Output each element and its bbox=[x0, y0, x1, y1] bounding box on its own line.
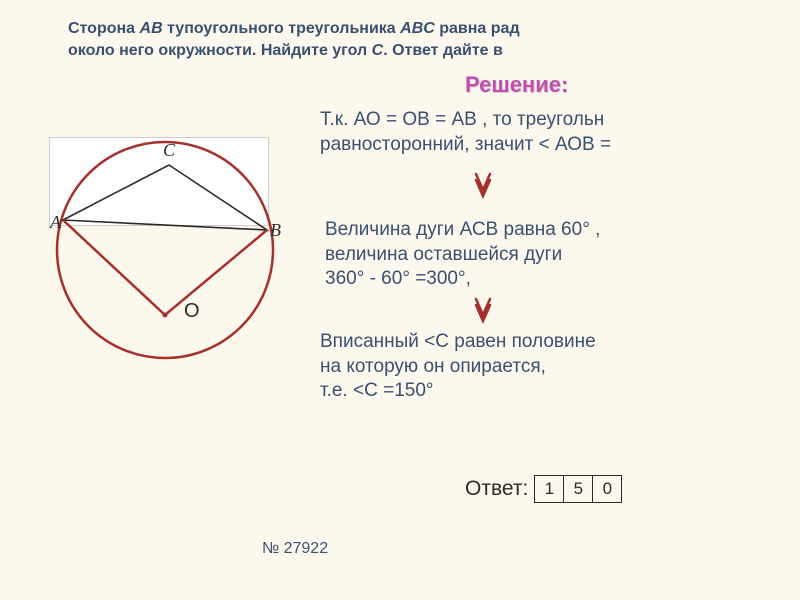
radii-ao-ob bbox=[63, 220, 267, 315]
answer-row: Ответ: 1 5 0 bbox=[465, 475, 622, 503]
solution-step-2: Величина дуги АСВ равна 60° , величина о… bbox=[325, 218, 600, 292]
line: Величина дуги АСВ равна 60° , bbox=[325, 219, 600, 240]
label-c: C bbox=[163, 140, 176, 160]
txt-ab: AB bbox=[140, 20, 163, 37]
down-arrow-icon bbox=[470, 170, 496, 200]
txt: Сторона bbox=[68, 20, 140, 37]
answer-grid: 1 5 0 bbox=[534, 475, 622, 503]
txt: тупоугольного треугольника bbox=[163, 20, 401, 37]
txt-c: C bbox=[372, 42, 384, 59]
geometry-diagram: A B C bbox=[45, 120, 285, 380]
circumcircle bbox=[57, 142, 273, 358]
line: т.е. ˂С =150° bbox=[320, 380, 434, 401]
line: равносторонний, значит ˂ АОВ = bbox=[320, 134, 611, 155]
triangle-abc bbox=[63, 165, 267, 230]
txt-abc: ABC bbox=[400, 20, 435, 37]
line: Т.к. АО = ОВ = АВ , то треугольн bbox=[320, 109, 604, 130]
down-arrow-icon bbox=[470, 295, 496, 325]
task-number: № 27922 bbox=[262, 540, 328, 558]
line: на которую он опирается, bbox=[320, 356, 546, 377]
line: величина оставшейся дуги bbox=[325, 244, 562, 265]
problem-statement: Сторона AB тупоугольного треугольника AB… bbox=[68, 18, 800, 61]
line: Вписанный ˂С равен половине bbox=[320, 331, 596, 352]
solution-step-1: Т.к. АО = ОВ = АВ , то треугольн равност… bbox=[320, 108, 611, 157]
label-b: B bbox=[270, 220, 281, 240]
label-a: A bbox=[49, 212, 62, 232]
txt: . Ответ дайте в bbox=[383, 42, 503, 59]
txt: равна рад bbox=[435, 20, 520, 37]
solution-heading: Решение: bbox=[465, 72, 568, 98]
line: 360° - 60° =300°, bbox=[325, 268, 471, 289]
answer-label: Ответ: bbox=[465, 477, 528, 501]
answer-digit: 1 bbox=[535, 476, 564, 502]
txt: около него окружности. Найдите угол bbox=[68, 42, 372, 59]
answer-digit: 0 bbox=[593, 476, 621, 502]
label-o: О bbox=[184, 300, 200, 323]
center-point bbox=[163, 313, 168, 318]
solution-step-3: Вписанный ˂С равен половине на которую о… bbox=[320, 330, 596, 404]
answer-digit: 5 bbox=[564, 476, 593, 502]
